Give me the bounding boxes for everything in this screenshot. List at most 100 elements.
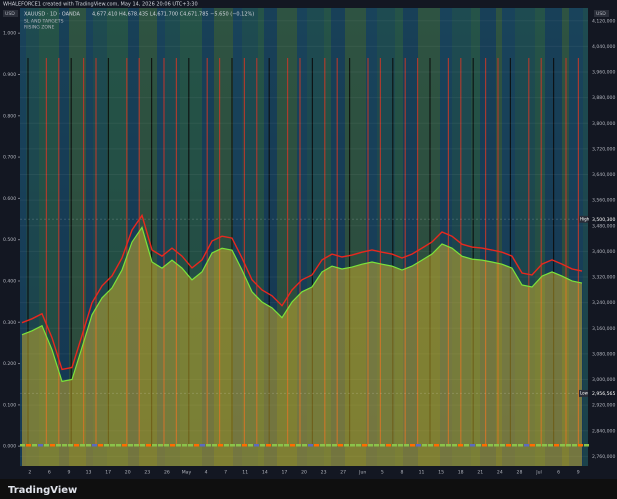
zone-stripe <box>471 8 480 466</box>
signal-dot <box>110 444 115 447</box>
signal-dot <box>488 444 493 447</box>
x-tick-label: 27 <box>340 470 346 476</box>
signal-dot <box>440 444 445 447</box>
x-tick-label: May <box>182 470 192 476</box>
signal-dot <box>44 444 49 447</box>
x-tick-label: 23 <box>144 470 150 476</box>
signal-dot <box>398 444 403 447</box>
signal-dot <box>524 444 529 447</box>
signal-dot <box>518 444 523 447</box>
signal-dot <box>164 444 169 447</box>
signal-dot <box>338 444 343 447</box>
zone-stripe <box>157 8 165 466</box>
signal-dot <box>104 444 109 447</box>
x-tick-label: 2 <box>28 470 31 476</box>
y2-tick-label: 0.200 <box>3 361 16 367</box>
low-tag <box>579 389 588 397</box>
signal-dot <box>350 444 355 447</box>
currency-right: USD <box>596 11 606 17</box>
signal-dot <box>530 444 535 447</box>
zone-stripe <box>69 8 86 466</box>
high-label: High <box>580 216 590 221</box>
zone-stripe <box>535 8 545 466</box>
signal-dot <box>230 444 235 447</box>
zone-stripe <box>242 8 258 466</box>
signal-dot <box>224 444 229 447</box>
signal-dot <box>68 444 73 447</box>
signal-dot <box>152 444 157 447</box>
signal-dot <box>320 444 325 447</box>
x-tick-label: Jun <box>358 470 366 476</box>
signal-dot <box>470 444 475 447</box>
y-tick-label: 4,040,000 <box>592 44 615 50</box>
zone-stripe <box>264 8 277 466</box>
signal-dot <box>236 444 241 447</box>
currency-box <box>594 10 609 17</box>
y-tick-label: 3,800,000 <box>592 121 615 127</box>
signal-dot <box>566 444 571 447</box>
signal-dot <box>32 444 37 447</box>
x-tick-label: 15 <box>438 470 444 476</box>
zone-stripe <box>496 8 502 466</box>
zone-stripe <box>86 8 93 466</box>
signal-dot <box>146 444 151 447</box>
legend-indicator: RISING ZONE <box>24 25 54 31</box>
x-tick-label: 23 <box>321 470 327 476</box>
signal-dot <box>536 444 541 447</box>
y2-tick-label: 0.600 <box>3 196 16 202</box>
y-tick-label: 4,120,000 <box>592 18 615 24</box>
signal-dot <box>218 444 223 447</box>
signal-dot <box>20 444 25 447</box>
signal-dot <box>170 444 175 447</box>
signal-dot <box>506 444 511 447</box>
high-value: 3,500,300 <box>592 217 615 223</box>
signal-dot <box>464 444 469 447</box>
zone-stripe <box>128 8 139 466</box>
y2-tick-label: 0.900 <box>3 72 16 78</box>
signal-dot <box>182 444 187 447</box>
x-tick-label: 6 <box>557 470 560 476</box>
zone-stripe <box>377 8 395 466</box>
x-tick-label: 5 <box>381 470 384 476</box>
zone-stripe <box>403 8 418 466</box>
signal-dot <box>134 444 139 447</box>
x-tick-label: 4 <box>205 470 208 476</box>
high-value-tag <box>589 215 617 223</box>
y2-tick-label: 1.000 <box>3 31 16 37</box>
signal-dot <box>26 444 31 447</box>
price-line <box>21 226 583 383</box>
signal-dot <box>266 444 271 447</box>
signal-dot <box>512 444 517 447</box>
signal-dot <box>542 444 547 447</box>
signal-dot <box>56 444 61 447</box>
zone-stripe <box>418 8 440 466</box>
signal-dot <box>362 444 367 447</box>
zone-stripe <box>515 8 535 466</box>
low-value: 2,956,565 <box>592 391 615 397</box>
x-tick-label: 9 <box>577 470 580 476</box>
signal-dot <box>368 444 373 447</box>
x-tick-label: 26 <box>164 470 170 476</box>
signal-dot <box>158 444 163 447</box>
x-tick-label: 17 <box>281 470 287 476</box>
y-tick-label: 2,840,000 <box>592 428 615 434</box>
currency-left: USD <box>5 11 15 17</box>
legend-indicator: SL AND TARGETS <box>24 19 64 25</box>
x-tick-label: 13 <box>86 470 92 476</box>
signal-dot <box>374 444 379 447</box>
signal-dot <box>494 444 499 447</box>
zone-stripe <box>569 8 583 466</box>
x-tick-label: 20 <box>125 470 131 476</box>
zone-stripe <box>307 8 324 466</box>
signal-dot <box>62 444 67 447</box>
signal-dot <box>308 444 313 447</box>
y2-tick-label: 0.500 <box>3 237 16 243</box>
signal-dot <box>302 444 307 447</box>
signal-dot <box>38 444 43 447</box>
trail-line <box>21 213 583 371</box>
zone-stripe <box>233 8 242 466</box>
zone-stripe <box>502 8 515 466</box>
x-tick-label: Jul <box>535 470 542 476</box>
